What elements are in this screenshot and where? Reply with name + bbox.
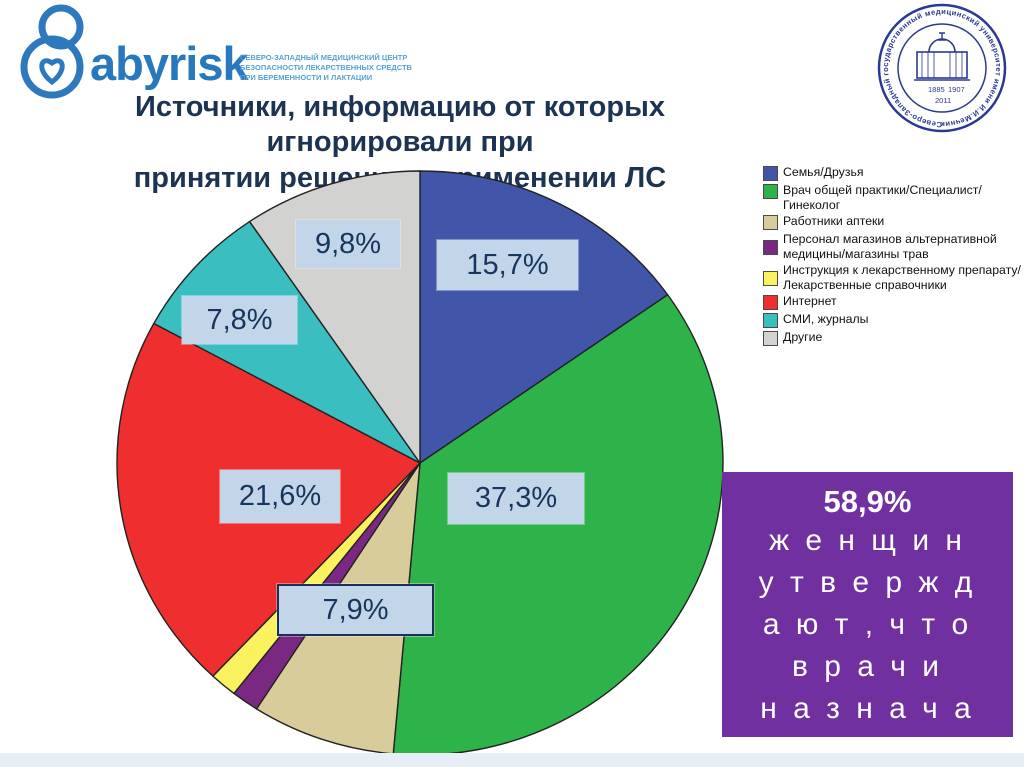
legend-label: Врач общей практики/Специалист/Гинеколог xyxy=(783,183,982,212)
legend-label: Интернет xyxy=(783,294,837,308)
brand-tagline: Северо-Западный медицинский центр безопа… xyxy=(240,53,412,83)
pie-label-internet: 21,6% xyxy=(220,470,340,523)
callout-line: н а з н а ч а xyxy=(760,692,975,725)
callout-percent: 58,9% xyxy=(823,484,912,519)
legend-item-other: Другие xyxy=(763,330,1021,346)
legend-swatch-alt-medicine xyxy=(763,239,778,255)
pie-label-pharmacy: 7,9% xyxy=(277,584,434,636)
legend-item-internet: Интернет xyxy=(763,294,1021,310)
callout-line: у т в е р ж д xyxy=(758,566,977,599)
callout-line: а ю т , ч т о xyxy=(762,608,973,641)
legend-item-family: Семья/Друзья xyxy=(763,165,1021,181)
legend-label: СМИ, журналы xyxy=(783,312,869,326)
seal-year-bottom: 2011 xyxy=(935,96,951,105)
babyrisk-logo-icon xyxy=(20,4,84,99)
pie-label-doctor: 37,3% xyxy=(448,473,584,524)
seal-year-right: 1907 xyxy=(948,85,965,94)
callout-line: в р а ч и xyxy=(791,650,944,683)
legend-label: Работники аптеки xyxy=(783,214,885,228)
legend-item-instruction: Инструкция к лекарственному препарату/Ле… xyxy=(763,263,1021,292)
legend-item-alt-medicine: Персонал магазинов альтернативной медици… xyxy=(763,232,1021,261)
legend-swatch-internet xyxy=(763,295,778,310)
callout-line: ж е н щ и н xyxy=(768,524,966,557)
statistic-callout: 58,9% ж е н щ и н у т в е р ж д а ю т , … xyxy=(722,472,1013,737)
legend-label: Персонал магазинов альтернативной медици… xyxy=(783,232,997,261)
legend-swatch-other xyxy=(763,331,778,346)
pie-label-family: 15,7% xyxy=(437,240,578,290)
slide-title-line1: Источники, информацию от которых игнорир… xyxy=(134,91,665,159)
legend-item-pharmacy: Работники аптеки xyxy=(763,214,1021,230)
legend-swatch-instruction xyxy=(763,270,778,286)
pie-label-media: 7,8% xyxy=(182,296,297,344)
legend-item-media: СМИ, журналы xyxy=(763,312,1021,328)
brand-text: abyrisk xyxy=(90,37,249,90)
legend-label: Инструкция к лекарственному препарату/Ле… xyxy=(783,263,1021,292)
legend-swatch-doctor xyxy=(763,184,778,199)
legend-label: Семья/Друзья xyxy=(783,165,864,179)
university-seal: Северо-Западный государственный медицинс… xyxy=(865,0,1007,133)
brand-tagline-line: безопасности лекарственных средств xyxy=(240,63,412,72)
legend-swatch-pharmacy xyxy=(763,215,778,230)
pie-label-other: 9,8% xyxy=(296,220,400,268)
slide-footer-strip xyxy=(0,753,1024,767)
pie-slice-1 xyxy=(392,293,724,756)
brand-tagline-line: при беременности и лактации xyxy=(240,73,373,82)
legend-swatch-family xyxy=(763,166,778,181)
legend-item-doctor: Врач общей практики/Специалист/Гинеколог xyxy=(763,183,1021,212)
brand-tagline-line: Северо-Западный медицинский центр xyxy=(240,53,408,62)
chart-legend: Семья/Друзья Врач общей практики/Специал… xyxy=(763,165,1021,348)
legend-swatch-media xyxy=(763,313,778,328)
legend-label: Другие xyxy=(783,330,823,344)
seal-year-left: 1885 xyxy=(928,85,945,94)
